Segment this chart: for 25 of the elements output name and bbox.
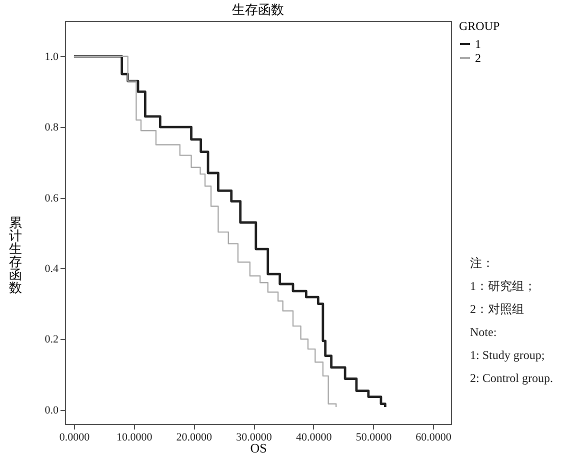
y-axis-title: 累计生存函数 [9,215,22,295]
y-tick-label: 0.6 [44,192,59,204]
legend-label: 2 [475,51,481,65]
x-tick-label: 60.0000 [416,432,452,444]
text: 注： [470,255,495,272]
x-tick-label: 40.0000 [296,432,332,444]
text: 1：研究组； [470,278,537,295]
x-tick-label: 10.0000 [116,432,153,444]
text: 2: Control group. [470,370,553,387]
chart-title: 生存函数 [232,2,284,17]
x-tick-label: 20.0000 [176,432,213,444]
legend-label: 1 [475,37,481,51]
text: Note: [470,324,498,341]
y-tick-label: 0.4 [44,262,59,275]
x-tick-label: 50.0000 [356,432,392,444]
text: 1: Study group; [470,347,546,364]
x-tick-label: 30.0000 [236,432,272,444]
x-axis-title: OS [250,440,267,456]
y-tick-label: 0.2 [44,334,58,346]
legend-title: GROUP [459,19,500,33]
x-tick-label: 0.0000 [59,432,90,444]
y-tick-label: 0.8 [44,122,59,134]
y-tick-label: 0.0 [44,404,59,416]
text: 2：对照组 [470,301,525,318]
y-tick-label: 1.0 [44,50,59,63]
